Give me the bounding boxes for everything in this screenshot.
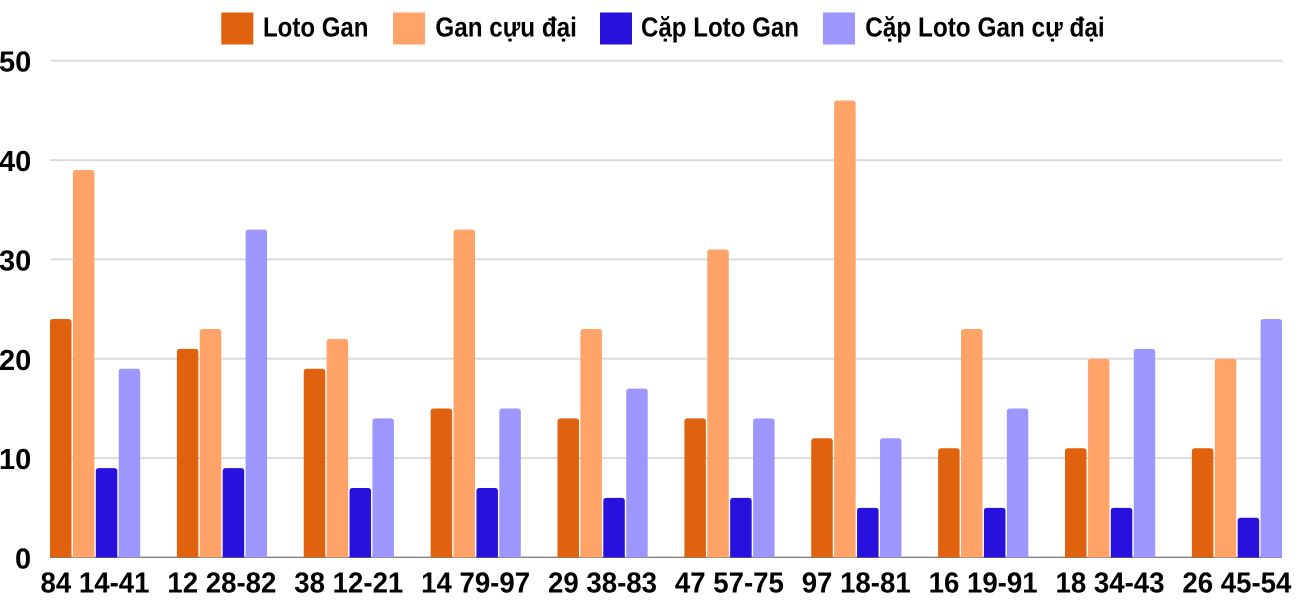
svg-text:38 12-21: 38 12-21 [294, 568, 403, 600]
svg-text:84 14-41: 84 14-41 [41, 568, 150, 600]
svg-text:12 28-82: 12 28-82 [167, 568, 276, 600]
svg-text:20: 20 [0, 345, 31, 377]
svg-text:18 34-43: 18 34-43 [1056, 568, 1165, 600]
svg-text:Loto Gan: Loto Gan [263, 12, 369, 43]
svg-text:14 79-97: 14 79-97 [421, 568, 530, 600]
svg-text:Gan cựu đại: Gan cựu đại [435, 12, 577, 43]
svg-text:30: 30 [0, 245, 31, 277]
svg-text:29 38-83: 29 38-83 [548, 568, 657, 600]
svg-text:16 19-91: 16 19-91 [929, 568, 1038, 600]
svg-text:0: 0 [15, 544, 31, 576]
svg-text:Cặp Loto Gan cự đại: Cặp Loto Gan cự đại [865, 12, 1104, 43]
svg-text:97 18-81: 97 18-81 [802, 568, 911, 600]
svg-text:10: 10 [0, 444, 31, 476]
svg-text:26 45-54: 26 45-54 [1182, 568, 1291, 600]
svg-text:50: 50 [0, 47, 31, 79]
svg-text:Cặp Loto Gan: Cặp Loto Gan [641, 12, 799, 43]
svg-text:47 57-75: 47 57-75 [675, 568, 784, 600]
svg-text:40: 40 [0, 146, 31, 178]
